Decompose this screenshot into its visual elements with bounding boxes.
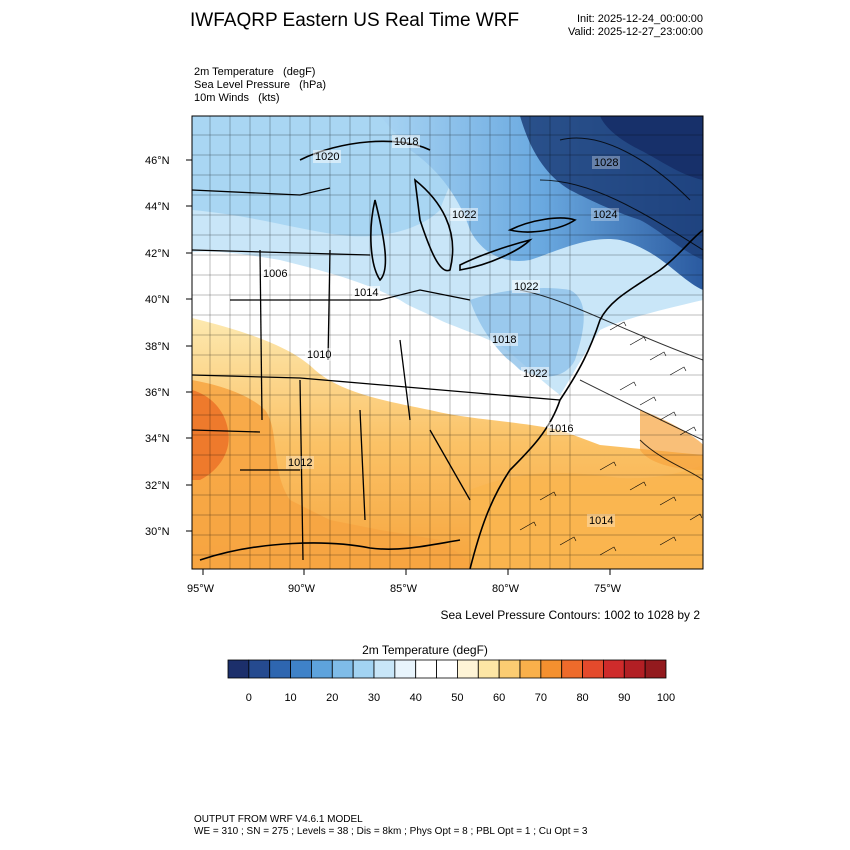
colorbar-cell [415,659,437,679]
svg-text:1022: 1022 [514,281,538,293]
colorbar-tick-label: 30 [368,692,380,704]
colorbar-tick-label: 10 [284,692,296,704]
pressure-label: 1018 [490,333,518,346]
colorbar-cell [561,659,583,679]
svg-text:1028: 1028 [594,157,618,169]
pressure-label: 1006 [261,267,289,280]
pressure-label: 1020 [313,150,341,163]
colorbar-tick-label: 60 [493,692,505,704]
lon-label: 75°W [594,583,622,595]
colorbar-cell [352,659,375,679]
map-frame [191,115,704,570]
lon-label: 80°W [492,583,520,595]
lat-label: 38°N [145,341,170,353]
svg-text:1014: 1014 [354,287,378,299]
svg-text:1022: 1022 [523,368,547,380]
pressure-label: 1024 [591,208,619,221]
colorbar-cell [373,659,396,679]
colorbar-tick-label: 50 [451,692,463,704]
lat-label: 46°N [145,155,170,167]
valid-time: Valid: 2025-12-27_23:00:00 [568,26,703,38]
colorbar-cell [582,659,604,679]
svg-text:1016: 1016 [549,423,573,435]
svg-text:1018: 1018 [394,136,418,148]
pressure-label: 1016 [547,422,575,435]
colorbar-cell [498,659,521,679]
colorbar-cell [603,659,625,679]
model-config-line: WE = 310 ; SN = 275 ; Levels = 38 ; Dis … [194,826,588,837]
pressure-label: 1012 [286,456,314,469]
colorbar-cell [248,659,271,679]
lat-label: 30°N [145,526,170,538]
lon-label: 90°W [288,583,316,595]
colorbar-cell [436,659,458,679]
svg-text:1018: 1018 [492,334,516,346]
colorbar-cell [644,659,667,679]
colorbar-tick-label: 40 [410,692,422,704]
colorbar-cell [269,659,291,679]
pressure-label: 1010 [305,348,333,361]
colorbar-tick-label: 100 [657,692,675,704]
chart-title: IWFAQRP Eastern US Real Time WRF [190,10,520,31]
colorbar-cell [290,659,312,679]
lat-label: 42°N [145,248,170,260]
lat-label: 32°N [145,480,170,492]
init-time: Init: 2025-12-24_00:00:00 [577,13,703,25]
svg-text:1006: 1006 [263,268,287,280]
colorbar-cell [623,659,646,679]
field-pressure: Sea Level Pressure (hPa) [194,79,327,91]
colorbar-cell [227,659,250,679]
pressure-label: 1014 [587,514,615,527]
colorbar-tick-label: 90 [618,692,630,704]
slp-contour-note: Sea Level Pressure Contours: 1002 to 102… [440,608,701,622]
svg-text:1022: 1022 [452,209,476,221]
pressure-label: 1018 [392,135,420,148]
pressure-label: 1022 [512,280,540,293]
temperature-field [192,116,703,569]
field-list: 2m Temperature (degF) Sea Level Pressure… [194,66,326,105]
colorbar-cell [457,659,479,679]
model-info-line: OUTPUT FROM WRF V4.6.1 MODEL [194,814,363,825]
svg-text:1014: 1014 [589,515,613,527]
colorbar-tick-label: 80 [576,692,588,704]
lat-label: 36°N [145,387,170,399]
colorbar-cell [311,659,333,679]
svg-text:1010: 1010 [307,349,331,361]
colorbar-ticks: 0 10 20 30 40 50 60 70 80 90 100 [246,692,675,704]
pressure-label: 1022 [521,367,549,380]
colorbar-title: 2m Temperature (degF) [362,643,488,657]
pressure-label: 1014 [352,286,380,299]
pressure-label: 1022 [450,208,478,221]
colorbar-tick-label: 0 [246,692,252,704]
lat-label: 44°N [145,201,170,213]
lon-label: 95°W [187,583,215,595]
lat-label: 40°N [145,294,170,306]
colorbar-cell [540,659,563,679]
model-info: OUTPUT FROM WRF V4.6.1 MODEL WE = 310 ; … [194,814,587,838]
latitude-axis: 46°N 44°N 42°N 40°N 38°N 36°N 34°N 32°N … [145,155,192,538]
pressure-label: 1028 [592,156,620,169]
colorbar-tick-label: 70 [535,692,547,704]
field-temperature: 2m Temperature (degF) [194,66,316,78]
lat-label: 34°N [145,433,170,445]
longitude-axis: 95°W 90°W 85°W 80°W 75°W [187,569,622,595]
field-winds: 10m Winds (kts) [194,92,280,104]
svg-text:1012: 1012 [288,457,312,469]
svg-text:1024: 1024 [593,209,617,221]
pressure-labels: 1018 1020 1028 1022 1024 1006 1014 1022 … [261,135,620,527]
lon-label: 85°W [390,583,418,595]
colorbar [227,659,667,679]
colorbar-tick-label: 20 [326,692,338,704]
colorbar-cell [477,659,500,679]
colorbar-cell [331,659,354,679]
run-times: Init: 2025-12-24_00:00:00 Valid: 2025-12… [520,13,703,39]
colorbar-cell [519,659,542,679]
colorbar-cell [394,659,417,679]
svg-text:1020: 1020 [315,151,339,163]
